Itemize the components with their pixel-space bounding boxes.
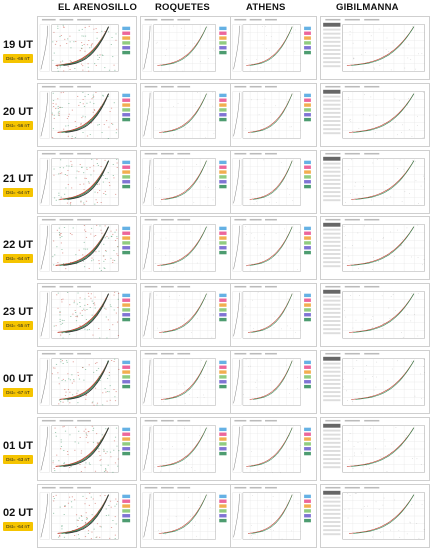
ionogram-plot — [323, 18, 425, 72]
ionogram-plot — [232, 486, 311, 540]
dst-badge: Dst= -55 nT — [3, 321, 33, 331]
ionogram-plot — [232, 18, 311, 72]
time-label: 19 UT — [3, 39, 33, 51]
ionogram-athens — [230, 416, 317, 481]
ionogram-plot — [39, 486, 131, 540]
col-header-el-arenosillo: EL ARENOSILLO — [58, 2, 138, 13]
ionogram-plot — [323, 486, 425, 540]
time-label: 01 UT — [3, 439, 33, 452]
dst-badge: Dst= -63 nT — [3, 454, 33, 464]
dst-badge: Dst= -64 nT — [3, 254, 33, 264]
dst-badge: Dst= -56 nT — [3, 120, 33, 130]
ionogram-plot — [232, 286, 311, 339]
ionogram-plot — [142, 219, 227, 272]
ionogram-gibilmanna — [320, 283, 430, 348]
ionogram-plot — [232, 352, 311, 406]
ionogram-plot — [39, 152, 131, 206]
ionogram-el-arenosillo — [37, 216, 137, 281]
ionogram-plot — [142, 286, 227, 339]
time-label: 23 UT — [3, 306, 33, 319]
ionogram-gibilmanna — [320, 82, 430, 147]
ionogram-athens — [230, 16, 317, 80]
ionogram-plot — [142, 152, 227, 206]
ionogram-gibilmanna — [320, 149, 430, 214]
figure-row: 20 UT Dst= -56 nT — [0, 82, 433, 150]
ionogram-plot — [39, 352, 131, 406]
ionogram-roquetes — [140, 416, 233, 481]
ionogram-plot — [39, 18, 131, 72]
time-label: 02 UT — [3, 506, 33, 519]
ionogram-el-arenosillo — [37, 283, 137, 348]
dst-badge: Dst= -64 nT — [3, 521, 33, 531]
ionogram-roquetes — [140, 350, 233, 414]
figure-row: 02 UT Dst= -64 nT — [0, 483, 433, 550]
ionogram-plot — [323, 85, 425, 139]
ionogram-plot — [323, 352, 425, 406]
ionogram-el-arenosillo — [37, 16, 137, 80]
ionogram-plot — [39, 286, 131, 339]
time-label: 00 UT — [3, 373, 33, 385]
ionogram-plot — [39, 419, 131, 473]
ionogram-roquetes — [140, 216, 233, 281]
figure-row: 19 UT Dst= -66 nT — [0, 16, 433, 83]
ionogram-athens — [230, 350, 317, 414]
ionogram-plot — [142, 352, 227, 406]
ionogram-plot — [142, 85, 227, 139]
ionogram-athens — [230, 283, 317, 348]
ionogram-el-arenosillo — [37, 483, 137, 548]
ionogram-athens — [230, 216, 317, 281]
ionogram-athens — [230, 483, 317, 548]
ionogram-roquetes — [140, 82, 233, 147]
ionogram-plot — [232, 419, 311, 473]
ionogram-plot — [323, 219, 425, 272]
dst-badge: Dst= -64 nT — [3, 187, 33, 197]
ionogram-el-arenosillo — [37, 350, 137, 414]
dst-badge: Dst= -66 nT — [3, 54, 33, 63]
time-label: 20 UT — [3, 105, 33, 118]
ionogram-plot — [323, 419, 425, 473]
ionogram-plot — [323, 152, 425, 206]
ionogram-gibilmanna — [320, 483, 430, 548]
col-header-roquetes: ROQUETES — [155, 2, 210, 13]
time-label: 21 UT — [3, 172, 33, 185]
ionogram-gibilmanna — [320, 416, 430, 481]
ionogram-plot — [142, 419, 227, 473]
col-header-gibilmanna: GIBILMANNA — [336, 2, 399, 13]
ionogram-el-arenosillo — [37, 416, 137, 481]
ionogram-roquetes — [140, 483, 233, 548]
figure-row: 00 UT Dst= -67 nT — [0, 350, 433, 417]
ionogram-plot — [39, 85, 131, 139]
col-header-athens: ATHENS — [246, 2, 286, 13]
ionogram-roquetes — [140, 283, 233, 348]
ionogram-plot — [323, 286, 425, 339]
dst-badge: Dst= -67 nT — [3, 388, 33, 397]
ionogram-athens — [230, 82, 317, 147]
ionogram-plot — [232, 85, 311, 139]
ionogram-plot — [142, 18, 227, 72]
ionogram-roquetes — [140, 16, 233, 80]
figure-row: 23 UT Dst= -55 nT — [0, 283, 433, 350]
ionogram-el-arenosillo — [37, 82, 137, 147]
figure-row: 21 UT Dst= -64 nT — [0, 149, 433, 217]
figure-row: 22 UT Dst= -64 nT — [0, 216, 433, 283]
time-label: 22 UT — [3, 239, 33, 252]
ionogram-athens — [230, 149, 317, 214]
ionogram-gibilmanna — [320, 216, 430, 281]
ionogram-plot — [142, 486, 227, 540]
ionogram-plot — [232, 219, 311, 272]
ionogram-plot — [39, 219, 131, 272]
ionogram-el-arenosillo — [37, 149, 137, 214]
ionogram-plot — [232, 152, 311, 206]
ionogram-gibilmanna — [320, 16, 430, 80]
ionogram-gibilmanna — [320, 350, 430, 414]
ionogram-roquetes — [140, 149, 233, 214]
figure-row: 01 UT Dst= -63 nT — [0, 416, 433, 484]
